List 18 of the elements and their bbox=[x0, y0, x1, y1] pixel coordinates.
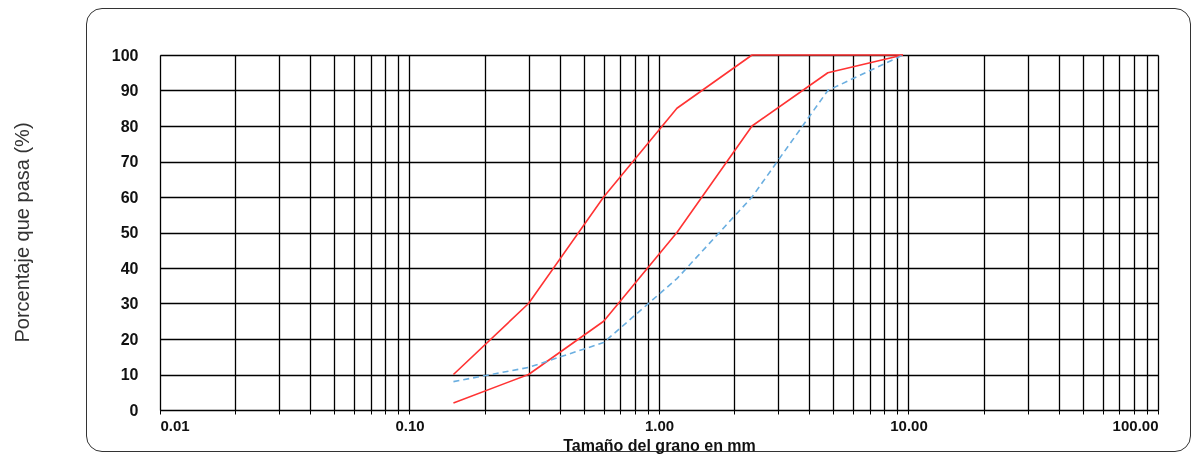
y-axis-title: Porcentaje que pasa (%) bbox=[10, 122, 33, 343]
y-tick-label: 60 bbox=[120, 188, 139, 206]
x-axis-title: Tamaño del grano en mm bbox=[563, 436, 756, 454]
y-tick-label: 90 bbox=[120, 82, 139, 99]
x-tick-label: 0.10 bbox=[395, 416, 425, 434]
x-tick-label: 10.00 bbox=[890, 416, 928, 434]
y-tick-label: 80 bbox=[120, 117, 139, 135]
y-tick-label: 20 bbox=[120, 330, 139, 348]
y-tick-label: 0 bbox=[129, 401, 139, 419]
x-tick-label: 1.00 bbox=[644, 416, 675, 434]
y-tick-label: 30 bbox=[120, 295, 139, 312]
x-tick-label: 100.00 bbox=[1112, 416, 1159, 434]
x-tick-label: 0.01 bbox=[160, 416, 190, 434]
y-tick-label: 70 bbox=[120, 153, 139, 170]
y-tick-label: 10 bbox=[120, 366, 139, 383]
y-tick-label: 100 bbox=[111, 46, 139, 64]
y-tick-label: 50 bbox=[120, 224, 139, 241]
y-tick-label: 40 bbox=[120, 259, 139, 277]
